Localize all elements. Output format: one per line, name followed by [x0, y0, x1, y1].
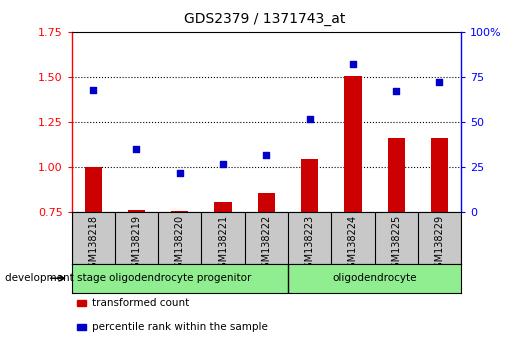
Text: transformed count: transformed count: [92, 298, 189, 308]
Text: GSM138220: GSM138220: [175, 215, 185, 274]
Point: [349, 62, 357, 67]
Point: [392, 88, 401, 94]
Text: GDS2379 / 1371743_at: GDS2379 / 1371743_at: [184, 12, 346, 27]
Point: [262, 152, 270, 158]
Bar: [387, 138, 405, 212]
Point: [435, 80, 444, 85]
Bar: [85, 167, 102, 212]
Bar: [171, 211, 189, 212]
Bar: [128, 210, 145, 212]
Bar: [301, 159, 318, 212]
Text: oligodendrocyte: oligodendrocyte: [332, 273, 417, 283]
Point: [305, 116, 314, 121]
Bar: [344, 76, 361, 212]
Text: GSM138229: GSM138229: [435, 215, 445, 274]
Text: percentile rank within the sample: percentile rank within the sample: [92, 322, 268, 332]
Text: development stage: development stage: [5, 273, 107, 283]
Point: [89, 87, 98, 92]
Text: GSM138221: GSM138221: [218, 215, 228, 274]
Point: [132, 147, 141, 152]
Text: GSM138225: GSM138225: [391, 215, 401, 274]
Text: GSM138224: GSM138224: [348, 215, 358, 274]
Text: GSM138219: GSM138219: [131, 215, 142, 274]
Text: oligodendrocyte progenitor: oligodendrocyte progenitor: [109, 273, 251, 283]
Point: [219, 161, 227, 166]
Point: [175, 170, 184, 176]
Text: GSM138218: GSM138218: [88, 215, 98, 274]
Bar: [258, 193, 275, 212]
Bar: [214, 201, 232, 212]
Text: GSM138222: GSM138222: [261, 215, 271, 274]
Bar: [431, 138, 448, 212]
Text: GSM138223: GSM138223: [305, 215, 315, 274]
